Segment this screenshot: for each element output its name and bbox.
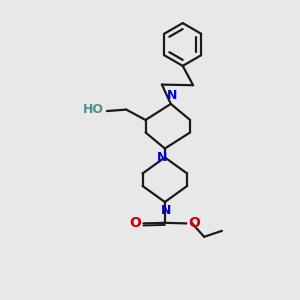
Text: N: N	[157, 151, 168, 164]
Text: N: N	[167, 89, 178, 102]
Text: O: O	[129, 216, 141, 230]
Text: O: O	[189, 216, 200, 230]
Text: HO: HO	[83, 103, 104, 116]
Text: N: N	[161, 204, 172, 217]
